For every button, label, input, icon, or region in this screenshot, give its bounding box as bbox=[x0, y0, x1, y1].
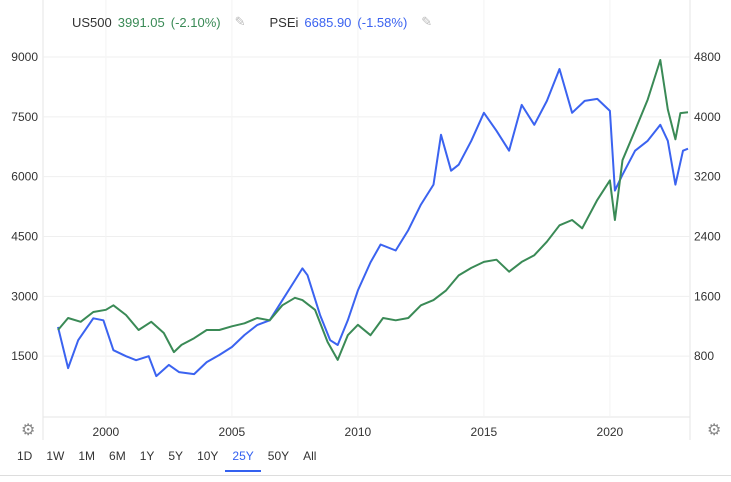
right-tick-label: 2400 bbox=[694, 230, 721, 244]
right-tick-label: 1600 bbox=[694, 289, 721, 303]
line-chart[interactable]: 1500 3000 4500 6000 7500 9000 800 1600 2400 3200 4… bbox=[0, 0, 731, 445]
range-selector: 1D 1W 1M 6M 1Y 5Y 10Y 25Y 50Y All bbox=[10, 446, 323, 472]
right-tick-label: 3200 bbox=[694, 170, 721, 184]
series-line-us500 bbox=[57, 59, 689, 361]
x-tick-label: 2020 bbox=[597, 425, 624, 439]
divider bbox=[0, 475, 731, 476]
range-25y[interactable]: 25Y bbox=[225, 446, 261, 472]
x-tick-label: 2000 bbox=[93, 425, 120, 439]
gear-icon[interactable]: ⚙ bbox=[21, 422, 36, 439]
range-6m[interactable]: 6M bbox=[109, 449, 126, 463]
x-tick-label: 2005 bbox=[219, 425, 246, 439]
right-tick-label: 800 bbox=[694, 349, 714, 363]
range-1w[interactable]: 1W bbox=[46, 449, 65, 463]
left-tick-label: 1500 bbox=[11, 349, 38, 363]
range-10y[interactable]: 10Y bbox=[197, 449, 219, 463]
legend: US500 3991.05 (-2.10%) ✎ PSEi 6685.90 (-… bbox=[72, 14, 450, 30]
x-tick-label: 2015 bbox=[471, 425, 498, 439]
legend-us500-name: US500 bbox=[72, 14, 112, 30]
left-tick-label: 3000 bbox=[11, 289, 38, 303]
legend-psei-change: (-1.58%) bbox=[357, 14, 408, 30]
legend-psei-value: 6685.90 bbox=[304, 14, 352, 30]
range-50y[interactable]: 50Y bbox=[267, 449, 290, 463]
range-all[interactable]: All bbox=[303, 449, 317, 463]
series-line-psei bbox=[57, 68, 689, 378]
legend-us500-value: 3991.05 bbox=[117, 14, 165, 30]
range-1m[interactable]: 1M bbox=[78, 449, 96, 463]
left-tick-label: 9000 bbox=[11, 50, 38, 64]
right-tick-label: 4800 bbox=[694, 50, 721, 64]
left-tick-label: 6000 bbox=[11, 170, 38, 184]
range-1y[interactable]: 1Y bbox=[139, 449, 155, 463]
right-tick-label: 4000 bbox=[694, 110, 721, 124]
pencil-icon[interactable]: ✎ bbox=[234, 14, 246, 29]
left-tick-label: 4500 bbox=[11, 230, 38, 244]
range-1d[interactable]: 1D bbox=[17, 449, 33, 463]
x-tick-label: 2010 bbox=[345, 425, 372, 439]
range-5y[interactable]: 5Y bbox=[168, 449, 184, 463]
gear-icon[interactable]: ⚙ bbox=[707, 422, 722, 439]
pencil-icon[interactable]: ✎ bbox=[421, 14, 433, 29]
legend-us500-change: (-2.10%) bbox=[170, 14, 221, 30]
legend-psei-name: PSEi bbox=[269, 14, 299, 30]
left-tick-label: 7500 bbox=[11, 110, 38, 124]
